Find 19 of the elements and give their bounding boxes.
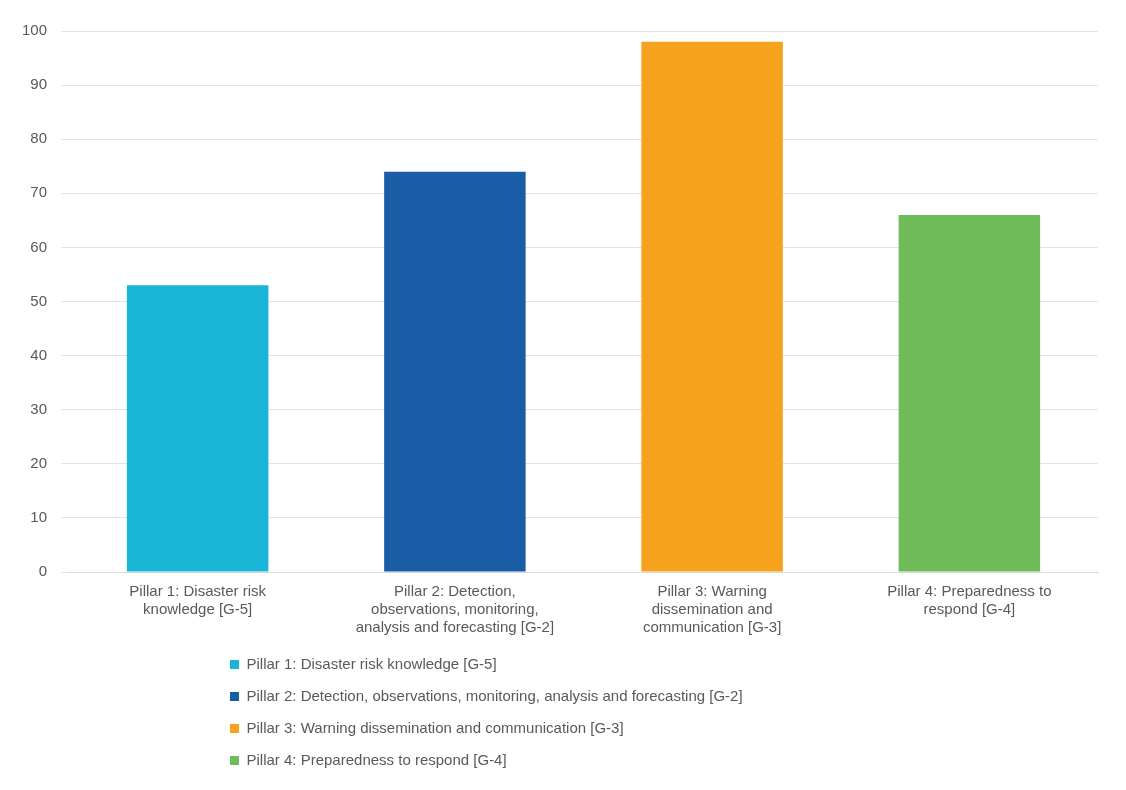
legend-label: Pillar 2: Detection, observations, monitoring, analysis and forecasting [G-2] [246,686,743,704]
y-tick-label: 10 [30,508,48,526]
x-tick-label: Pillar 3: Warning dissemination and communication [G-3] [642,582,782,636]
x-tick-label: Pillar 1: Disaster risk knowledge [G-5] [129,582,267,618]
legend-label: Pillar 3: Warning dissemination and communication [G-3] [246,718,624,736]
y-tick-label: 0 [38,562,48,580]
y-tick-label: 90 [30,75,48,93]
y-tick-label: 40 [30,345,48,363]
legend-label: Pillar 4: Preparedness to respond [G-4] [246,750,507,768]
x-tick-label: Pillar 2: Detection, observations, monitoring, analysis and forecasting [G-2] [355,582,555,636]
y-tick-label: 50 [30,291,48,309]
x-tick-label: Pillar 4: Preparedness to respond [G-4] [887,582,1052,618]
y-tick-label: 60 [30,237,48,255]
y-tick-label: 30 [30,399,48,417]
y-tick-label: 70 [30,183,48,201]
y-tick-label: 20 [30,453,48,471]
y-tick-label: 80 [30,129,48,147]
legend-label: Pillar 1: Disaster risk knowledge [G-5] [246,654,497,672]
y-tick-label: 100 [22,21,48,39]
